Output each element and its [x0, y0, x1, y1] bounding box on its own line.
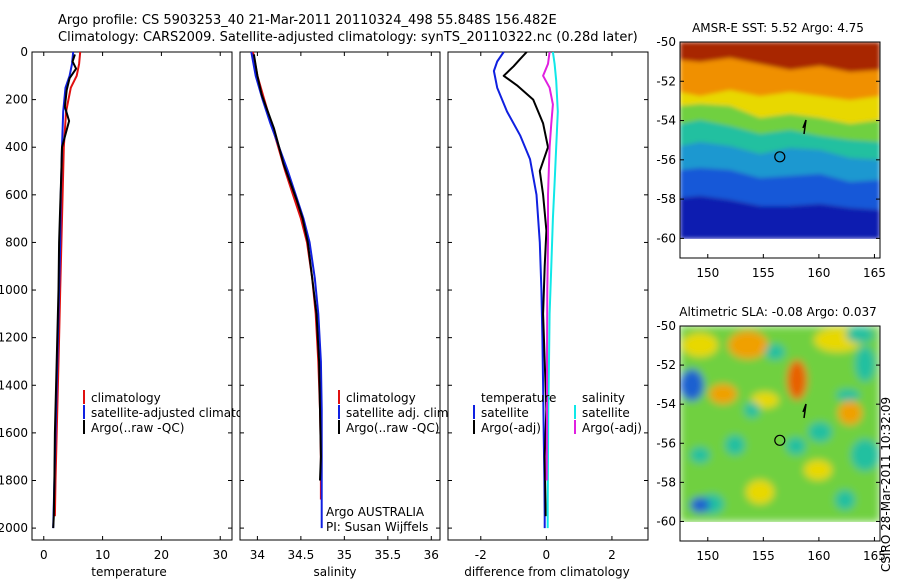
sla-float-position-marker — [774, 434, 786, 446]
y-tick-label: 1000 — [0, 283, 28, 297]
x-tick-label: 10 — [95, 548, 110, 562]
series-line-climatology — [53, 51, 82, 517]
sla-map-ticks: 150 155 160 165 -50 -52 -54 -56 -58 -60 — [656, 319, 886, 563]
series-line-sal_argo — [542, 51, 554, 481]
x-tick-label: 36 — [424, 548, 439, 562]
map-y-tick-label: -60 — [656, 514, 676, 528]
salinity-axis-ticks: 34 34.5 35 35.5 36 — [240, 51, 440, 562]
series-line-argo — [52, 54, 78, 529]
map-x-tick-label: 160 — [807, 266, 830, 280]
salinity-legend: climatology satellite adj. clim. Argo(..… — [338, 390, 452, 435]
map-x-tick-label: 155 — [752, 266, 775, 280]
temperature-profile-panel: 0 10 20 30 0 200 400 600 800 1000 1200 1400 1600 1800… — [0, 45, 269, 579]
x-tick-label: 34.5 — [288, 548, 315, 562]
sst-track-mark — [802, 119, 807, 135]
y-tick-label: 1200 — [0, 331, 28, 345]
y-tick-label: 800 — [5, 235, 28, 249]
legend-label-climatology: climatology — [346, 391, 416, 405]
sst-map-title: AMSR-E SST: 5.52 Argo: 4.75 — [692, 21, 864, 35]
difference-profile-panel: -2 0 2 difference from climatology tempera… — [447, 51, 649, 579]
sla-map-frame — [679, 325, 881, 542]
temperature-profile-lines — [52, 51, 82, 529]
y-tick-label: 1400 — [0, 378, 28, 392]
x-tick-label: 20 — [154, 548, 169, 562]
map-y-tick-label: -58 — [656, 192, 676, 206]
legend-label-sal-argo: Argo(-adj) — [582, 421, 642, 435]
temperature-xlabel: temperature — [91, 565, 166, 579]
x-tick-label: -2 — [475, 548, 487, 562]
map-x-tick-label: 165 — [863, 549, 886, 563]
map-y-tick-label: -50 — [656, 319, 676, 333]
y-tick-label: 600 — [5, 188, 28, 202]
map-y-tick-label: -60 — [656, 231, 676, 245]
map-y-tick-label: -54 — [656, 114, 676, 128]
salinity-profile-panel: 34 34.5 35 35.5 36 salinity climatology sate… — [239, 51, 452, 579]
map-y-tick-label: -54 — [656, 397, 676, 411]
y-tick-label: 1800 — [0, 473, 28, 487]
difference-profile-lines — [492, 51, 559, 529]
x-tick-label: 30 — [213, 548, 228, 562]
map-x-tick-label: 160 — [807, 549, 830, 563]
legend-group-temperature: temperature — [481, 391, 556, 405]
sst-map-panel: AMSR-E SST: 5.52 Argo: 4.75 150 155 160 165… — [656, 21, 886, 280]
y-tick-label: 0 — [20, 45, 28, 59]
timestamp-stamp: CSIRO 28-Mar-2011 10:32:09 — [879, 397, 893, 572]
legend-label-argo: Argo(..raw -QC) — [346, 421, 439, 435]
legend-group-salinity: salinity — [582, 391, 625, 405]
header-line-2: Climatology: CARS2009. Satellite-adjuste… — [58, 30, 638, 45]
temperature-axis-ticks: 0 10 20 30 0 200 400 600 800 1000 1200 1400 1600 1800… — [0, 45, 232, 562]
sla-map-panel: Altimetric SLA: -0.08 Argo: 0.037 — [656, 305, 886, 563]
series-line-argo — [252, 54, 322, 481]
map-y-tick-label: -52 — [656, 358, 676, 372]
sla-track-mark — [802, 403, 807, 419]
sst-field — [680, 42, 880, 239]
y-tick-label: 1600 — [0, 426, 28, 440]
header-line-1: Argo profile: CS 5903253_40 21-Mar-2011 … — [58, 13, 557, 28]
sla-field — [680, 326, 880, 522]
series-line-sal_satellite — [546, 51, 559, 529]
y-tick-label: 400 — [5, 140, 28, 154]
sla-map-title: Altimetric SLA: -0.08 Argo: 0.037 — [679, 305, 876, 319]
y-tick-label: 2000 — [0, 521, 28, 535]
x-tick-label: 2 — [608, 548, 616, 562]
difference-legend: temperature satellite Argo(-adj) salinit… — [473, 391, 642, 435]
map-x-tick-label: 150 — [696, 266, 719, 280]
series-line-argo — [502, 51, 549, 517]
x-tick-label: 35.5 — [374, 548, 401, 562]
map-x-tick-label: 165 — [863, 266, 886, 280]
map-x-tick-label: 155 — [752, 549, 775, 563]
x-tick-label: 0 — [40, 548, 48, 562]
salinity-xlabel: salinity — [313, 565, 356, 579]
legend-label-argo: Argo(..raw -QC) — [91, 421, 184, 435]
institution-annotation: Argo AUSTRALIA — [326, 505, 425, 519]
sst-map-frame — [679, 41, 881, 259]
map-y-tick-label: -56 — [656, 153, 676, 167]
x-tick-label: 35 — [337, 548, 352, 562]
map-y-tick-label: -56 — [656, 436, 676, 450]
pi-annotation: PI: Susan Wijffels — [326, 520, 428, 534]
x-tick-label: 0 — [543, 548, 551, 562]
temperature-legend: climatology satellite-adjusted climatolo… — [83, 390, 269, 435]
legend-label-climatology: climatology — [91, 391, 161, 405]
legend-label-sal-satellite: satellite — [582, 406, 630, 420]
sst-map-ticks: 150 155 160 165 -50 -52 -54 -56 -58 -60 — [656, 35, 886, 280]
y-tick-label: 200 — [5, 93, 28, 107]
legend-label-satellite-adj: satellite adj. clim. — [346, 406, 452, 420]
legend-label-temp-argo: Argo(-adj) — [481, 421, 541, 435]
sst-float-position-marker — [774, 151, 786, 163]
x-tick-label: 34 — [250, 548, 265, 562]
salinity-profile-lines — [250, 51, 323, 529]
legend-label-temp-satellite: satellite — [481, 406, 529, 420]
map-y-tick-label: -50 — [656, 35, 676, 49]
difference-xlabel: difference from climatology — [464, 565, 630, 579]
legend-label-satellite-adjusted: satellite-adjusted climatology — [91, 406, 269, 420]
difference-axis-ticks: -2 0 2 — [448, 51, 648, 562]
map-y-tick-label: -58 — [656, 475, 676, 489]
map-y-tick-label: -52 — [656, 74, 676, 88]
map-x-tick-label: 150 — [696, 549, 719, 563]
